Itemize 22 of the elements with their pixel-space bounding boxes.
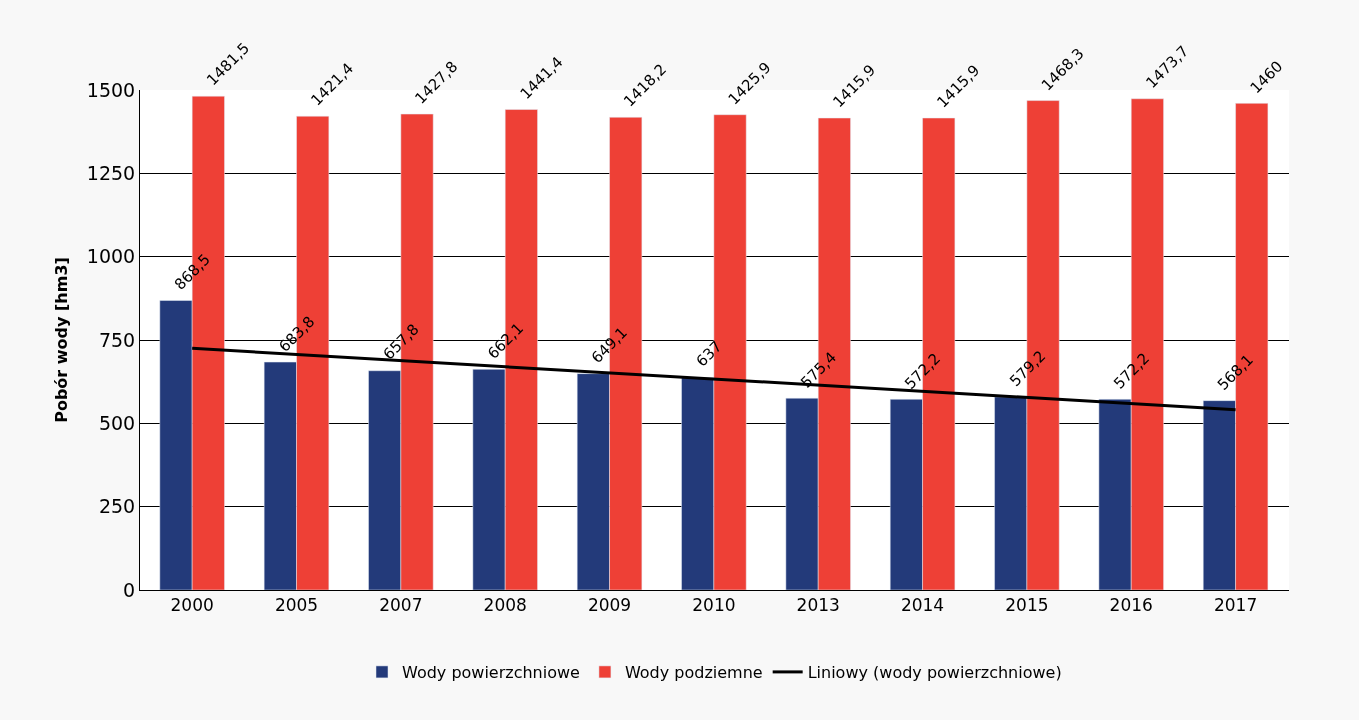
legend-label: Liniowy (wody powierzchniowe) [807,663,1062,683]
y-tick-label: 750 [98,328,136,351]
x-tick-label: 2007 [379,595,423,616]
y-tick-label: 0 [123,578,136,601]
y-axis-title: Pobór wody [hm3] [51,257,71,423]
legend-label: Wody podziemne [624,663,763,683]
x-tick-label: 2017 [1213,595,1258,616]
x-tick-label: 2010 [692,595,736,616]
y-tick-label: 500 [98,411,136,434]
x-tick-label: 2008 [483,595,527,616]
x-tick-label: 2009 [587,595,632,616]
x-tick-label: 2005 [274,595,319,616]
x-tick-label: 2014 [900,595,945,616]
x-tick-label: 2013 [796,595,840,616]
y-tick-label: 1000 [86,245,136,268]
x-tick-label: 2000 [170,595,214,616]
y-tick-label: 1500 [86,78,136,101]
x-tick-label: 2015 [1005,595,1049,616]
legend-label: Wody powierzchniowe [402,663,580,683]
y-tick-label: 1250 [86,161,136,184]
x-tick-label: 2016 [1109,595,1153,616]
y-tick-label: 250 [98,495,136,518]
